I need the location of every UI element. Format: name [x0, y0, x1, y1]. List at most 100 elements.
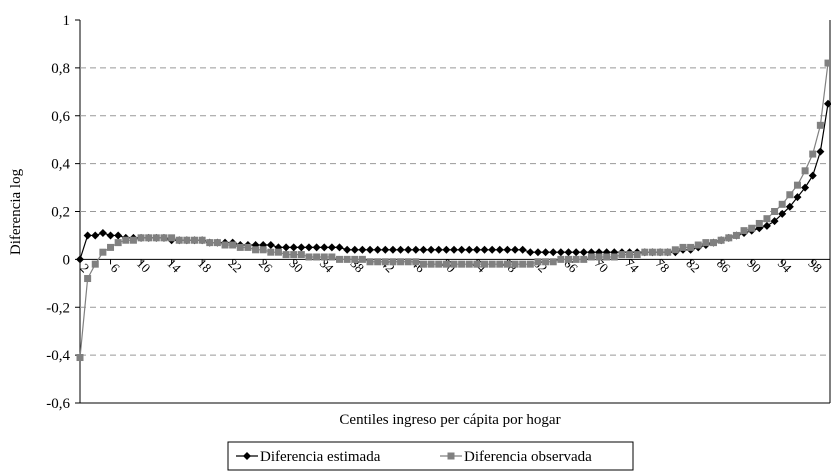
data-point [76, 255, 84, 264]
data-point [190, 236, 198, 244]
data-point [229, 241, 237, 249]
data-point [717, 236, 725, 244]
data-point [533, 248, 542, 257]
data-point [450, 260, 458, 268]
data-point [732, 231, 740, 239]
data-point [648, 248, 656, 256]
data-point [320, 253, 328, 261]
data-point [427, 260, 435, 268]
data-point [671, 246, 679, 254]
data-point [259, 246, 267, 254]
data-point [549, 248, 558, 257]
data-point [404, 245, 413, 254]
data-point [373, 245, 382, 254]
data-point [175, 236, 183, 244]
data-point [618, 251, 626, 259]
data-point [388, 245, 397, 254]
data-point [274, 248, 282, 256]
data-point [320, 243, 329, 252]
data-point [495, 245, 504, 254]
data-point [98, 229, 107, 238]
data-point [824, 59, 831, 67]
data-point [702, 239, 710, 247]
data-point [572, 255, 580, 263]
data-point [350, 245, 359, 254]
data-point [343, 245, 352, 254]
data-point [114, 239, 122, 247]
data-point [427, 245, 436, 254]
legend-label: Diferencia estimada [260, 449, 381, 465]
data-point [397, 258, 405, 266]
data-point [327, 243, 336, 252]
data-point [595, 253, 603, 261]
x-tick-label: 22 [225, 256, 245, 276]
data-point [603, 253, 611, 261]
data-point [503, 260, 511, 268]
x-tick-label: 86 [714, 256, 734, 276]
data-point [336, 255, 344, 263]
data-point [312, 243, 321, 252]
y-tick-label: 0,4 [51, 157, 70, 173]
data-point [480, 245, 489, 254]
data-point [488, 245, 497, 254]
x-tick-label: 94 [775, 256, 795, 276]
data-point [266, 241, 275, 250]
data-point [442, 245, 451, 254]
data-point [579, 248, 588, 257]
data-point [526, 248, 535, 257]
data-point [633, 251, 641, 259]
data-point [99, 248, 107, 256]
data-point [435, 260, 443, 268]
data-point [305, 253, 313, 261]
data-point [541, 248, 550, 257]
data-point [641, 248, 649, 256]
data-point [793, 181, 801, 189]
data-point [694, 241, 702, 249]
data-point [244, 243, 252, 251]
data-point [252, 246, 260, 254]
data-point [496, 260, 504, 268]
data-point [587, 253, 595, 261]
x-axis-title: Centiles ingreso per cápita por hogar [339, 412, 560, 428]
data-point [656, 248, 664, 256]
data-point [816, 121, 824, 129]
data-point [549, 258, 557, 266]
data-point [770, 217, 779, 226]
data-point [687, 243, 695, 251]
data-point [297, 251, 305, 259]
data-point [91, 231, 100, 240]
data-point [801, 167, 809, 175]
data-point [488, 260, 496, 268]
data-point [457, 245, 466, 254]
data-point [282, 251, 290, 259]
y-tick-label: -0,4 [46, 348, 70, 364]
legend-marker [243, 452, 251, 460]
x-tick-label: 18 [195, 256, 215, 276]
data-point [160, 234, 168, 242]
data-point [381, 258, 389, 266]
data-point [481, 260, 489, 268]
data-point [786, 191, 794, 199]
data-point [572, 248, 581, 257]
y-axis-title: Diferencia log [8, 168, 24, 255]
y-tick-label: 0,8 [51, 61, 70, 77]
data-point [122, 236, 130, 244]
x-tick-label: 10 [134, 256, 154, 276]
data-point [206, 239, 214, 247]
data-point [816, 147, 825, 156]
data-point [419, 245, 428, 254]
data-point [503, 245, 512, 254]
data-point [411, 245, 420, 254]
data-point [343, 255, 351, 263]
data-point [412, 258, 420, 266]
data-point [84, 275, 92, 283]
data-point [626, 251, 634, 259]
data-point [801, 183, 810, 192]
y-tick-label: -0,2 [46, 300, 70, 316]
y-tick-label: 0,2 [51, 205, 70, 221]
data-point [91, 260, 99, 268]
legend-marker [447, 452, 455, 460]
data-point [824, 99, 831, 108]
data-point [519, 260, 527, 268]
data-point [511, 260, 519, 268]
